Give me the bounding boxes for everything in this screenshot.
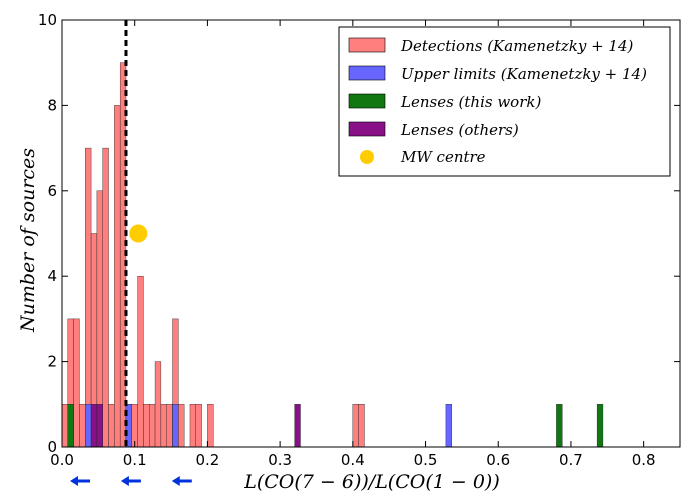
bar-detections [358,404,365,448]
bar-detections [166,404,173,448]
legend-swatch-detections [348,37,386,53]
bar-detections [102,147,109,448]
legend-label-upper-limits: Upper limits (Kamenetzky + 14) [401,65,647,83]
bar-lenses_this_work [596,404,604,448]
bar-lenses_others [90,404,98,448]
bar-detections [178,404,185,448]
bar-upper_limits [172,404,179,448]
y-axis-label: Number of sources [17,148,39,333]
y-tick-label: 4 [47,267,57,285]
bar-detections [131,404,138,448]
bar-detections [149,404,156,448]
bar-detections [85,147,92,448]
x-axis-label: L(CO(7 − 6))/L(CO(1 − 0)) [243,471,500,493]
histogram-bars [61,62,604,448]
y-tick-label: 0 [47,438,57,456]
y-tick-label: 10 [38,11,57,29]
bar-detections [114,105,121,448]
bar-detections [137,276,144,448]
legend: Detections (Kamenetzky + 14) Upper limit… [338,26,671,177]
axis-ticks: 0.0 0.1 0.2 0.3 0.4 0.5 0.6 0.7 0.8 0 2 4 6 8 10 [38,11,680,469]
bar-lenses_this_work [67,404,74,448]
bar-detections [61,404,69,448]
legend-swatch-upper-limits [348,65,386,81]
bar-detections [195,404,202,448]
bar-lenses_others [294,404,301,448]
x-tick-label: 0.6 [486,451,510,469]
bar-upper_limits [85,404,92,448]
bar-detections [189,404,196,448]
mw-centre-point [129,224,148,243]
bar-detections [160,404,167,448]
upper-limit-arrow [70,476,90,486]
legend-swatch-lenses-others [348,121,386,137]
y-tick-label: 8 [47,96,57,114]
bar-detections [352,404,359,448]
legend-label-lenses-this-work: Lenses (this work) [400,93,541,111]
y-tick-label: 6 [47,182,57,200]
bar-detections [207,404,214,448]
bar-detections [108,404,115,448]
bar-lenses_others [96,404,103,448]
x-tick-label: 0.5 [414,451,438,469]
bar-detections [154,361,162,448]
legend-marker-mw-centre [360,150,374,164]
x-tick-label: 0.4 [341,451,365,469]
upper-limit-arrow [120,476,141,486]
bar-lenses_this_work [556,404,563,448]
legend-label-detections: Detections (Kamenetzky + 14) [400,37,634,55]
legend-swatch-lenses-this-work [348,93,386,109]
x-tick-label: 0.0 [50,451,74,469]
legend-box [338,26,671,177]
bar-detections [73,318,80,448]
upper-limit-arrows [70,476,192,486]
y-tick-label: 2 [47,353,57,371]
arrow-head [70,476,78,486]
legend-label-lenses-others: Lenses (others) [400,121,519,139]
x-tick-label: 0.1 [123,451,147,469]
arrow-head [120,476,129,486]
x-tick-label: 0.8 [632,451,656,469]
x-tick-label: 0.3 [268,451,292,469]
arrow-head [171,476,180,486]
bar-detections [143,404,150,448]
bar-detections [79,404,86,448]
x-tick-label: 0.7 [559,451,583,469]
legend-label-mw-centre: MW centre [400,148,486,166]
bar-upper_limits [445,404,452,448]
plot-frame [61,19,681,448]
x-tick-label: 0.2 [195,451,219,469]
upper-limit-arrow [171,476,192,486]
